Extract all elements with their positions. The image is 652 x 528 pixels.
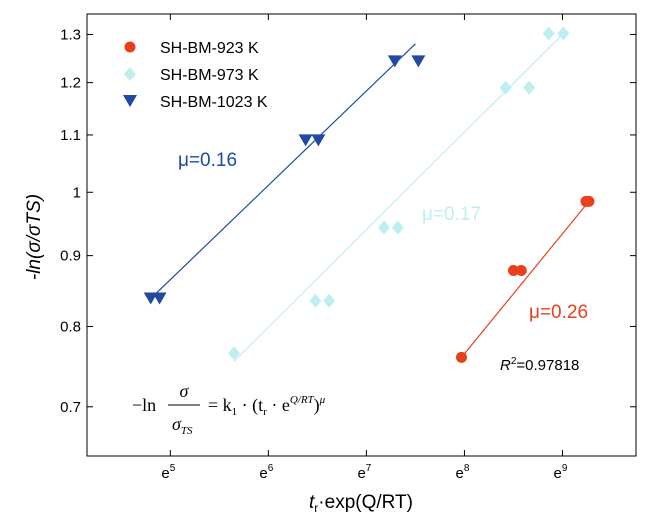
y-tick-label: 1.2 xyxy=(60,75,81,92)
y-axis-title: -ln(σ/σTS) xyxy=(24,194,45,280)
y-tick-label: 0.8 xyxy=(60,318,81,335)
equation-lhs: −ln xyxy=(132,395,156,415)
x-axis-title: tr·exp(Q/RT) xyxy=(309,492,413,515)
legend-marker xyxy=(124,41,136,53)
data-point-series-2 xyxy=(378,220,391,235)
data-point-series-2 xyxy=(557,26,570,41)
mu-label: μ=0.16 xyxy=(178,150,237,171)
plot-area xyxy=(86,13,637,457)
data-point-series-2 xyxy=(323,293,336,308)
mu-label: μ=0.17 xyxy=(422,204,481,225)
x-tick-label: e8 xyxy=(455,463,469,482)
legend-label: SH-BM-1023 K xyxy=(160,94,268,111)
data-point-series-2 xyxy=(499,80,512,95)
equation-numerator: σ xyxy=(180,381,190,401)
x-tick-label: e6 xyxy=(259,463,273,482)
data-point-series-3 xyxy=(152,292,167,305)
fit-line-series-3 xyxy=(150,43,416,299)
y-tick-label: 1 xyxy=(73,184,81,201)
mu-label: μ=0.26 xyxy=(529,302,588,323)
data-point-series-1 xyxy=(515,265,527,277)
y-tick-label: 0.9 xyxy=(60,248,81,265)
data-point-series-3 xyxy=(411,55,426,68)
data-point-series-1 xyxy=(455,351,467,363)
data-point-series-2 xyxy=(309,293,322,308)
legend: SH-BM-923 K SH-BM-973 K SH-BM-1023 K xyxy=(123,40,268,111)
data-points xyxy=(143,26,595,363)
data-point-series-2 xyxy=(523,80,536,95)
x-tick-label: e7 xyxy=(357,463,371,482)
data-point-series-2 xyxy=(391,220,404,235)
r-squared-label: R2=0.97818 xyxy=(500,356,579,374)
data-point-series-2 xyxy=(542,26,555,41)
y-tick-label: 0.7 xyxy=(60,399,81,416)
fit-line-series-1 xyxy=(461,200,590,358)
equation-denominator: σTS xyxy=(172,414,193,437)
fit-line-series-2 xyxy=(233,33,564,362)
x-tick-label: e9 xyxy=(554,463,568,482)
legend-label: SH-BM-923 K xyxy=(160,40,259,57)
legend-marker xyxy=(124,67,136,81)
y-tick-label: 1.1 xyxy=(60,127,81,144)
data-point-series-3 xyxy=(143,292,158,305)
y-tick-label: 1.3 xyxy=(60,26,81,43)
legend-marker xyxy=(123,95,137,107)
data-point-series-1 xyxy=(583,195,595,207)
data-point-series-3 xyxy=(298,134,313,147)
y-axis: 0.7 0.8 0.9 1 1.1 1.2 1.3 xyxy=(60,26,636,416)
data-point-series-3 xyxy=(311,134,326,147)
data-point-series-3 xyxy=(387,55,402,68)
legend-label: SH-BM-973 K xyxy=(160,67,259,84)
mu-labels: μ=0.26 μ=0.17 μ=0.16 xyxy=(178,150,588,323)
equation-rhs: = k1 · (tr · eQ/RT)μ xyxy=(208,394,326,418)
data-point-series-1 xyxy=(507,265,519,277)
x-tick-label: e5 xyxy=(161,463,175,482)
model-equation: −ln σ σTS = k1 · (tr · eQ/RT)μ xyxy=(132,381,326,437)
data-point-series-2 xyxy=(228,346,241,361)
x-axis: e5 e6 e7 e8 e9 xyxy=(161,14,568,482)
